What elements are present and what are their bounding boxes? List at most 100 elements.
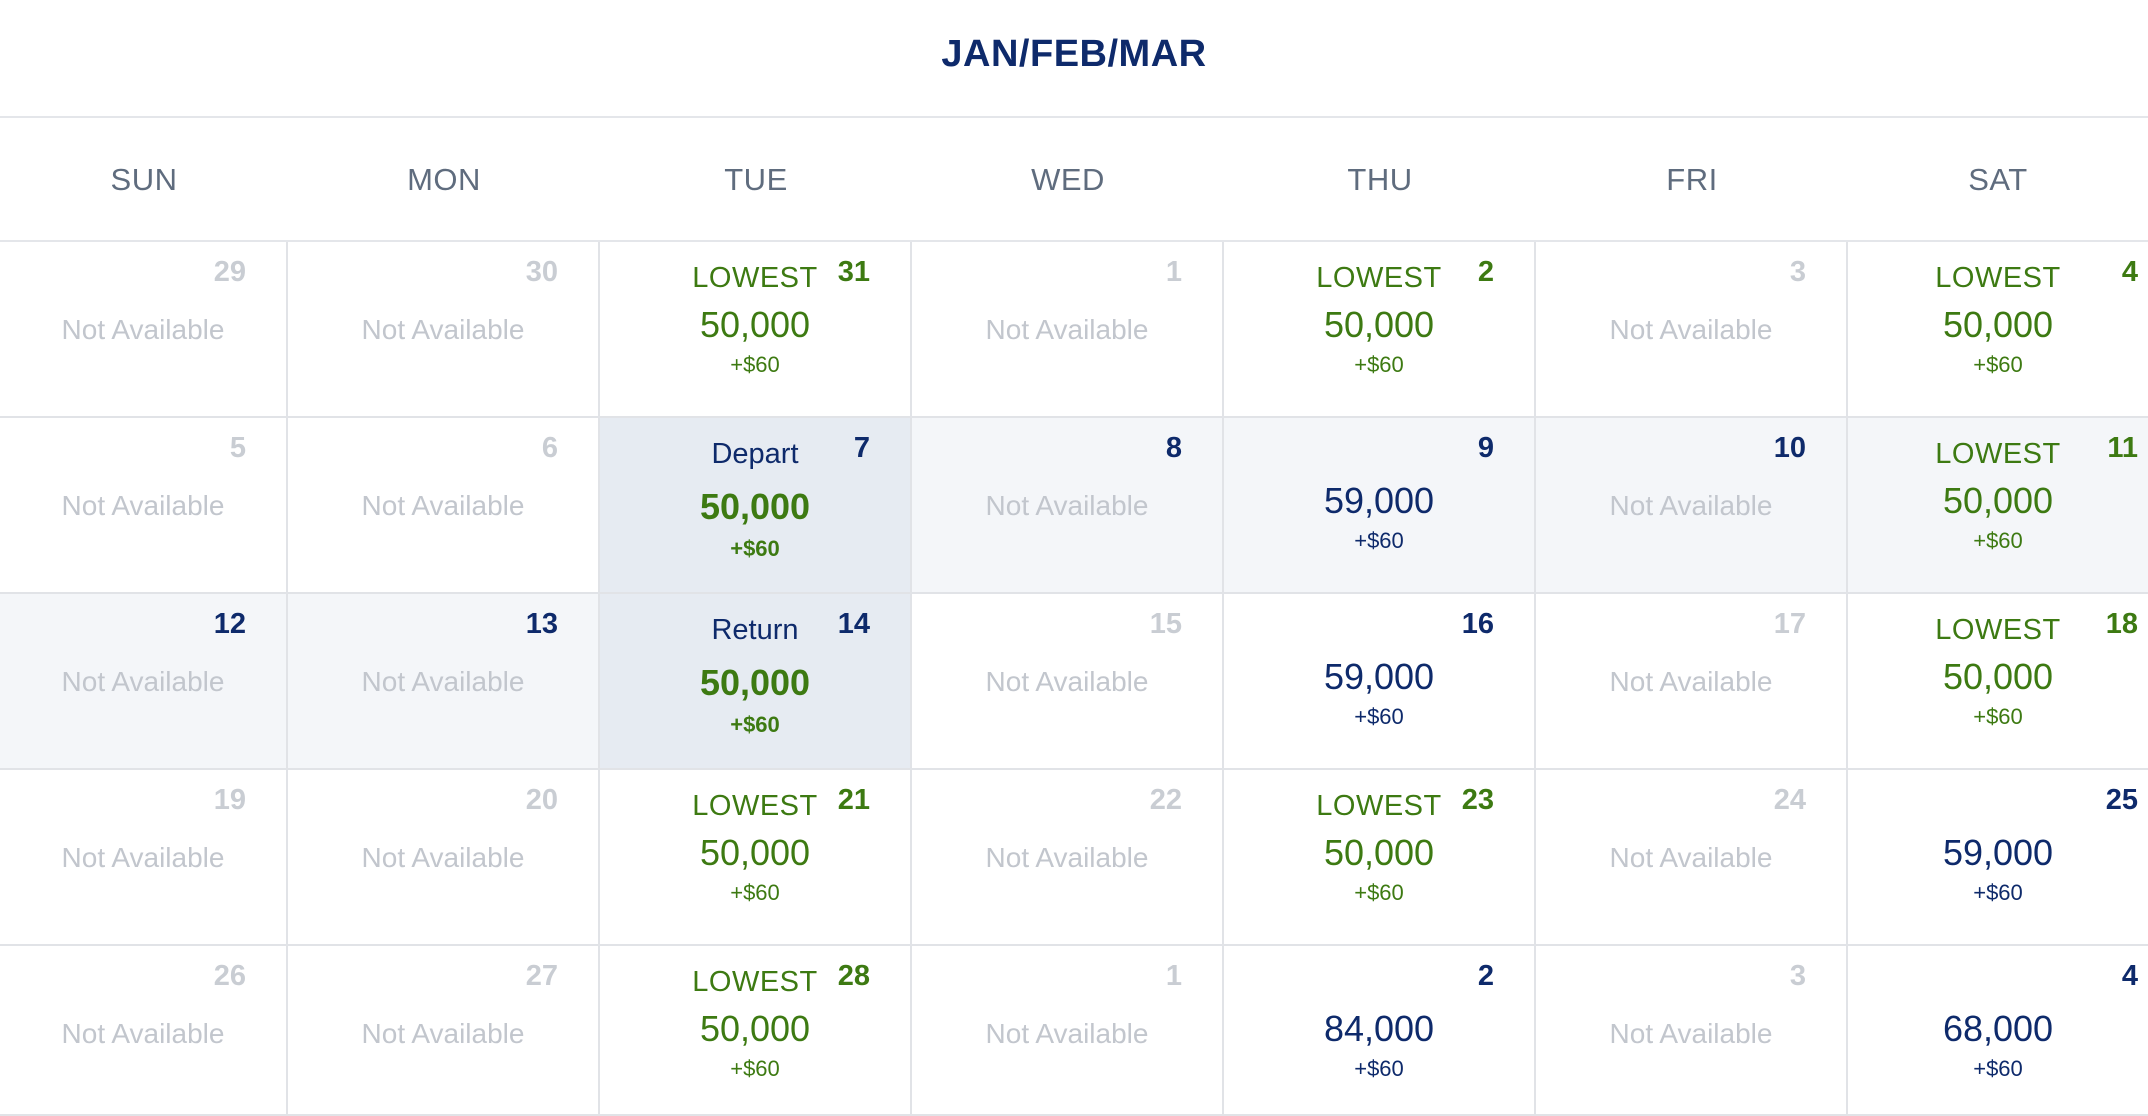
miles-price: 59,000 [1323,656,1435,697]
calendar-day-cell[interactable]: 18 LOWEST 50,000 +$60 [1848,594,2148,770]
not-available-label: Not Available [361,490,525,521]
lowest-fare-badge: LOWEST [1935,262,2061,294]
fee-amount: +$60 [1973,704,2023,729]
miles-price: 50,000 [1323,832,1435,873]
not-available-label: Not Available [361,842,525,873]
fee-amount: +$60 [1973,352,2023,377]
not-available-label: Not Available [985,666,1149,697]
day-number: 20 [525,784,558,816]
day-number: 9 [1477,432,1494,464]
calendar-day-cell: 3 Not Available [1536,946,1848,1116]
calendar-day-cell[interactable]: 2 LOWEST 50,000 +$60 [1224,242,1536,418]
calendar-title: JAN/FEB/MAR [0,0,2148,118]
calendar-day-cell: 10 Not Available [1536,418,1848,594]
calendar-day-cell: 6 Not Available [288,418,600,594]
weekday-wed: WED [1031,162,1105,197]
day-number: 24 [1773,784,1806,816]
not-available-label: Not Available [61,490,225,521]
not-available-label: Not Available [61,1018,225,1049]
not-available-label: Not Available [985,842,1149,873]
not-available-label: Not Available [361,314,525,345]
day-number: 4 [2121,960,2138,992]
miles-price: 84,000 [1323,1008,1435,1049]
calendar-day-cell[interactable]: 25 59,000 +$60 [1848,770,2148,946]
day-number: 4 [2121,256,2138,288]
calendar-day-cell[interactable]: 2 84,000 +$60 [1224,946,1536,1116]
calendar-day-cell: 22 Not Available [912,770,1224,946]
not-available-label: Not Available [1609,314,1773,345]
calendar-day-cell: 15 Not Available [912,594,1224,770]
calendar-day-cell[interactable]: 7 Depart 50,000 +$60 [600,418,912,594]
day-number: 10 [1773,432,1806,464]
day-number: 29 [213,256,246,288]
calendar-day-cell: 27 Not Available [288,946,600,1116]
miles-price: 50,000 [699,486,811,527]
lowest-fare-badge: LOWEST [692,790,818,822]
not-available-label: Not Available [1609,490,1773,521]
calendar-day-cell[interactable]: 21 LOWEST 50,000 +$60 [600,770,912,946]
calendar-day-cell[interactable]: 11 LOWEST 50,000 +$60 [1848,418,2148,594]
not-available-label: Not Available [1609,1018,1773,1049]
calendar-day-cell[interactable]: 4 68,000 +$60 [1848,946,2148,1116]
selected-date-label: Depart [711,438,799,470]
lowest-fare-badge: LOWEST [692,262,818,294]
weekday-thu: THU [1347,162,1413,197]
fee-amount: +$60 [1354,528,1404,553]
calendar-day-cell: 20 Not Available [288,770,600,946]
miles-price: 50,000 [699,832,811,873]
calendar-grid: 29 Not Available 30 Not Available 31 LOWEST 50… [0,242,2148,1116]
day-number: 27 [525,960,558,992]
fee-amount: +$60 [1973,528,2023,553]
not-available-label: Not Available [1609,666,1773,697]
day-number: 31 [837,256,870,288]
miles-price: 50,000 [1942,304,2054,345]
weekday-fri: FRI [1666,162,1718,197]
calendar-day-cell[interactable]: 4 LOWEST 50,000 +$60 [1848,242,2148,418]
day-number: 5 [229,432,246,464]
weekday-header-row: SUN MON TUE WED THU FRI SAT [0,120,2148,242]
not-available-label: Not Available [361,666,525,697]
day-number: 7 [853,432,870,464]
calendar-day-cell[interactable]: 31 LOWEST 50,000 +$60 [600,242,912,418]
fee-amount: +$60 [1354,880,1404,905]
day-number: 22 [1149,784,1182,816]
not-available-label: Not Available [985,490,1149,521]
calendar-day-cell[interactable]: 23 LOWEST 50,000 +$60 [1224,770,1536,946]
calendar-day-cell: 29 Not Available [0,242,288,418]
miles-price: 50,000 [1942,480,2054,521]
day-number: 6 [541,432,558,464]
calendar-day-cell: 5 Not Available [0,418,288,594]
miles-price: 50,000 [699,1008,811,1049]
day-number: 1 [1165,256,1182,288]
not-available-label: Not Available [985,314,1149,345]
selected-date-label: Return [711,614,799,646]
fee-amount: +$60 [1354,352,1404,377]
calendar-day-cell[interactable]: 14 Return 50,000 +$60 [600,594,912,770]
calendar-day-cell[interactable]: 28 LOWEST 50,000 +$60 [600,946,912,1116]
day-number: 19 [213,784,246,816]
miles-price: 50,000 [1942,656,2054,697]
day-number: 26 [213,960,246,992]
lowest-fare-badge: LOWEST [1935,438,2061,470]
weekday-sun: SUN [110,162,178,197]
calendar-day-cell: 8 Not Available [912,418,1224,594]
fee-amount: +$60 [730,536,780,561]
weekday-tue: TUE [724,162,788,197]
calendar-day-cell[interactable]: 9 59,000 +$60 [1224,418,1536,594]
not-available-label: Not Available [61,314,225,345]
day-number: 30 [525,256,558,288]
calendar-day-cell: 3 Not Available [1536,242,1848,418]
calendar-day-cell[interactable]: 16 59,000 +$60 [1224,594,1536,770]
fee-amount: +$60 [1973,880,2023,905]
miles-price: 50,000 [1323,304,1435,345]
day-number: 25 [2105,784,2138,816]
calendar-day-cell: 24 Not Available [1536,770,1848,946]
not-available-label: Not Available [361,1018,525,1049]
day-number: 15 [1149,608,1182,640]
not-available-label: Not Available [61,842,225,873]
day-number: 1 [1165,960,1182,992]
lowest-fare-badge: LOWEST [692,966,818,998]
day-number: 3 [1789,256,1806,288]
fee-amount: +$60 [1973,1056,2023,1081]
